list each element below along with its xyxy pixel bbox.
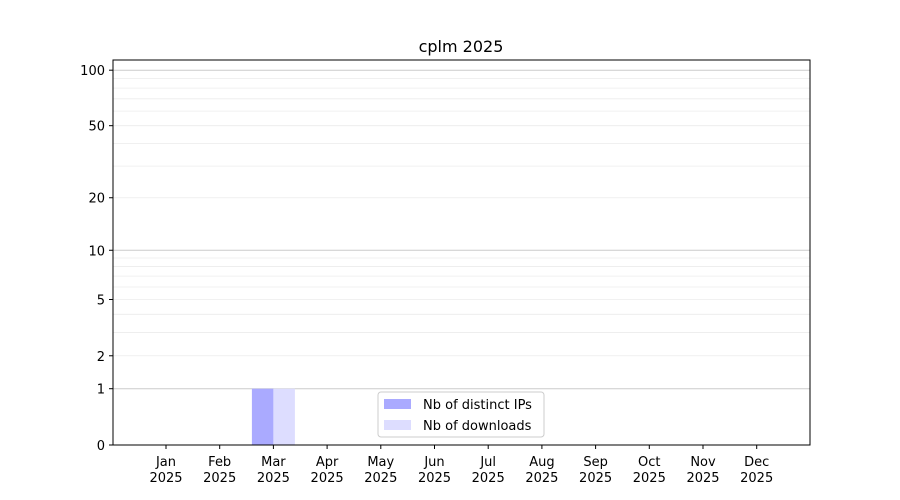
legend-label: Nb of distinct IPs (423, 398, 532, 413)
x-tick-label: Oct 2025 (633, 455, 666, 486)
legend-swatch (384, 399, 411, 409)
legend-swatch (384, 420, 411, 430)
x-tick-label: Jan 2025 (149, 455, 182, 486)
y-tick-label: 5 (97, 293, 105, 308)
plot-frame (112, 59, 811, 446)
x-tick-label: Mar 2025 (257, 455, 290, 486)
y-tick-label: 2 (97, 350, 105, 365)
y-tick-label: 50 (88, 120, 105, 135)
y-tick-label: 100 (80, 64, 105, 79)
y-tick-label: 10 (88, 244, 105, 259)
x-tick-label: Nov 2025 (686, 455, 719, 486)
x-tick-label: Apr 2025 (311, 455, 344, 486)
x-tick-label: Jul 2025 (472, 455, 505, 486)
bar-distinct-ips (251, 388, 274, 445)
y-tick-label: 0 (97, 439, 105, 454)
bar-downloads (273, 388, 295, 445)
x-tick-label: Dec 2025 (740, 455, 773, 486)
x-tick-label: Jun 2025 (418, 455, 451, 486)
legend-box (377, 391, 545, 438)
y-tick-label: 1 (97, 383, 105, 398)
x-tick-label: Feb 2025 (203, 455, 236, 486)
chart-title: cplm 2025 (419, 37, 504, 56)
y-tick-label: 20 (88, 192, 105, 207)
legend-label: Nb of downloads (423, 419, 532, 434)
legend: Nb of distinct IPs Nb of downloads (377, 391, 545, 438)
x-tick-label: Aug 2025 (525, 455, 558, 486)
x-tick-label: May 2025 (364, 455, 397, 486)
x-tick-label: Sep 2025 (579, 455, 612, 486)
